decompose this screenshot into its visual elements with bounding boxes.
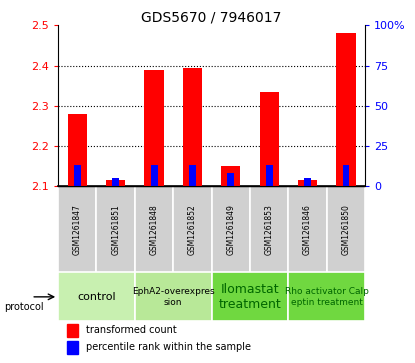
Bar	[327, 186, 365, 273]
Text: GSM1261847: GSM1261847	[73, 204, 82, 255]
Bar	[68, 114, 87, 186]
Text: protocol: protocol	[4, 302, 44, 312]
Bar	[288, 273, 365, 321]
Text: GSM1261848: GSM1261848	[149, 204, 159, 255]
Bar	[106, 180, 125, 186]
Bar	[135, 273, 212, 321]
Bar	[74, 166, 81, 186]
Text: Rho activator Calp
eptin treatment: Rho activator Calp eptin treatment	[285, 287, 369, 307]
Text: GSM1261846: GSM1261846	[303, 204, 312, 255]
Bar	[260, 92, 279, 186]
Bar	[298, 180, 317, 186]
Bar	[173, 186, 212, 273]
Text: GSM1261849: GSM1261849	[226, 204, 235, 255]
Bar	[337, 33, 356, 186]
Bar	[288, 186, 327, 273]
Bar	[221, 166, 240, 186]
Bar	[58, 273, 135, 321]
Text: transformed count: transformed count	[86, 325, 176, 335]
Text: Ilomastat
treatment: Ilomastat treatment	[219, 283, 281, 311]
Bar	[250, 186, 288, 273]
Title: GDS5670 / 7946017: GDS5670 / 7946017	[142, 10, 282, 24]
Bar	[58, 186, 96, 273]
Bar	[135, 186, 173, 273]
Bar	[304, 178, 311, 186]
Bar	[212, 273, 288, 321]
Bar	[112, 178, 119, 186]
Bar	[67, 324, 78, 337]
Bar	[67, 341, 78, 354]
Bar	[189, 166, 196, 186]
Bar	[212, 186, 250, 273]
Text: GSM1261853: GSM1261853	[265, 204, 274, 255]
Text: control: control	[77, 292, 116, 302]
Text: GSM1261850: GSM1261850	[342, 204, 351, 255]
Bar	[227, 174, 234, 186]
Bar	[266, 166, 273, 186]
Bar	[183, 68, 202, 186]
Bar	[96, 186, 135, 273]
Bar	[151, 166, 158, 186]
Text: GSM1261852: GSM1261852	[188, 204, 197, 255]
Bar	[342, 166, 349, 186]
Text: EphA2-overexpres
sion: EphA2-overexpres sion	[132, 287, 215, 307]
Bar	[144, 70, 164, 186]
Text: GSM1261851: GSM1261851	[111, 204, 120, 255]
Text: percentile rank within the sample: percentile rank within the sample	[86, 342, 251, 352]
